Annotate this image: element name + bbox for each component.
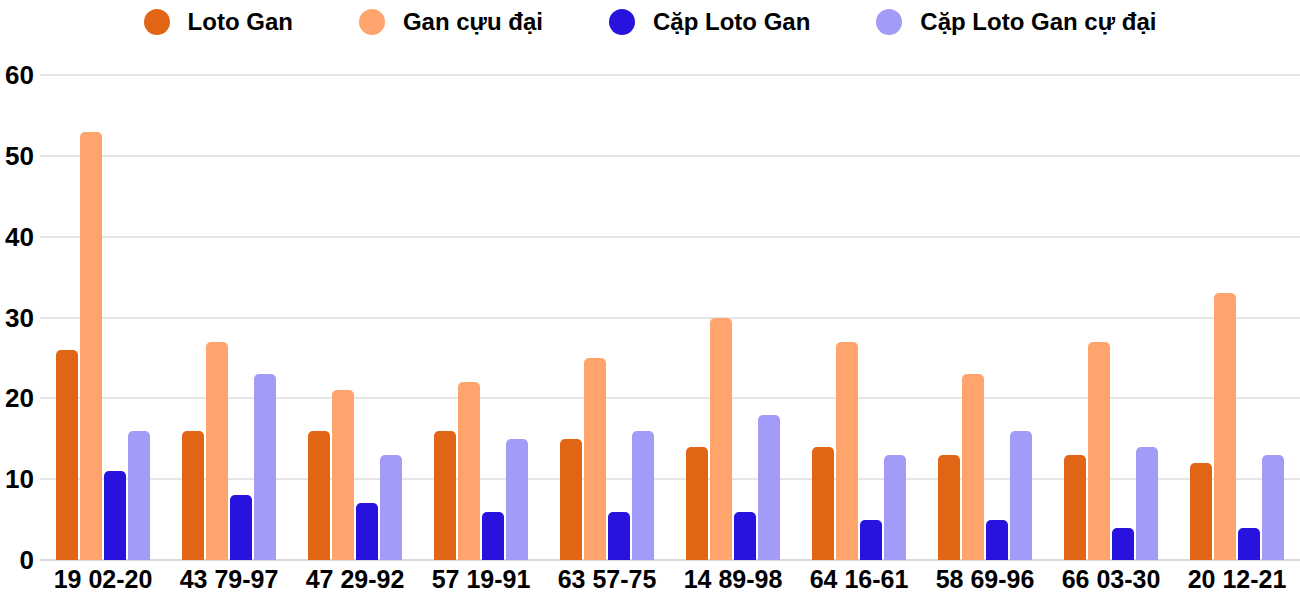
bar-group-2 <box>166 75 292 560</box>
y-tick-label: 0 <box>0 547 34 573</box>
bar-group-3 <box>292 75 418 560</box>
y-tick-label: 60 <box>0 62 34 88</box>
bar[interactable] <box>482 512 504 561</box>
bar[interactable] <box>632 431 654 560</box>
x-category-label: 47 29-92 <box>292 566 418 594</box>
bar[interactable] <box>56 350 78 560</box>
legend-item-4[interactable]: Cặp Loto Gan cự đại <box>876 8 1156 36</box>
bar[interactable] <box>836 342 858 560</box>
bar-group-7 <box>796 75 922 560</box>
bar[interactable] <box>230 495 252 560</box>
bar[interactable] <box>182 431 204 560</box>
bar[interactable] <box>758 415 780 561</box>
legend-swatch-circle-icon <box>609 9 635 35</box>
bar-group-10 <box>1174 75 1300 560</box>
bar[interactable] <box>986 520 1008 560</box>
x-category-label: 43 79-97 <box>166 566 292 594</box>
x-category-label: 20 12-21 <box>1174 566 1300 594</box>
bar[interactable] <box>710 318 732 561</box>
bar[interactable] <box>860 520 882 560</box>
bar[interactable] <box>1064 455 1086 560</box>
x-category-label: 64 16-61 <box>796 566 922 594</box>
bar-chart: Loto Gan Gan cựu đại Cặp Loto Gan Cặp Loto … <box>0 0 1300 600</box>
bar[interactable] <box>458 382 480 560</box>
legend-item-2[interactable]: Gan cựu đại <box>359 8 543 36</box>
bar[interactable] <box>308 431 330 560</box>
bar[interactable] <box>128 431 150 560</box>
bar[interactable] <box>380 455 402 560</box>
bar[interactable] <box>1010 431 1032 560</box>
bar[interactable] <box>686 447 708 560</box>
x-category-label: 66 03-30 <box>1048 566 1174 594</box>
legend-swatch-circle-icon <box>359 9 385 35</box>
y-axis: 0102030405060 <box>0 75 34 560</box>
bar[interactable] <box>1190 463 1212 560</box>
plot-area <box>40 75 1300 560</box>
x-axis: 19 02-2043 79-9747 29-9257 19-9163 57-75… <box>40 566 1300 594</box>
bar-group-6 <box>670 75 796 560</box>
y-tick-label: 20 <box>0 385 34 411</box>
bar[interactable] <box>608 512 630 561</box>
bar[interactable] <box>1262 455 1284 560</box>
bar[interactable] <box>962 374 984 560</box>
bar-group-4 <box>418 75 544 560</box>
x-category-label: 19 02-20 <box>40 566 166 594</box>
bar[interactable] <box>1112 528 1134 560</box>
bar[interactable] <box>560 439 582 560</box>
bar[interactable] <box>434 431 456 560</box>
bar[interactable] <box>1214 293 1236 560</box>
legend-label: Cặp Loto Gan <box>653 8 810 36</box>
x-category-label: 58 69-96 <box>922 566 1048 594</box>
y-tick-label: 10 <box>0 466 34 492</box>
y-tick-label: 30 <box>0 305 34 331</box>
bar[interactable] <box>1136 447 1158 560</box>
x-category-label: 14 89-98 <box>670 566 796 594</box>
bar[interactable] <box>1088 342 1110 560</box>
bar[interactable] <box>584 358 606 560</box>
bar[interactable] <box>812 447 834 560</box>
bar[interactable] <box>254 374 276 560</box>
legend-swatch-circle-icon <box>876 9 902 35</box>
bar-groups <box>40 75 1300 560</box>
bar[interactable] <box>332 390 354 560</box>
legend-label: Loto Gan <box>188 8 293 36</box>
bar[interactable] <box>356 503 378 560</box>
bar-group-5 <box>544 75 670 560</box>
legend-label: Cặp Loto Gan cự đại <box>920 8 1156 36</box>
bar[interactable] <box>884 455 906 560</box>
x-category-label: 57 19-91 <box>418 566 544 594</box>
chart-legend: Loto Gan Gan cựu đại Cặp Loto Gan Cặp Loto … <box>0 8 1300 36</box>
legend-swatch-circle-icon <box>144 9 170 35</box>
bar[interactable] <box>104 471 126 560</box>
y-tick-label: 50 <box>0 143 34 169</box>
legend-item-3[interactable]: Cặp Loto Gan <box>609 8 810 36</box>
bar[interactable] <box>80 132 102 560</box>
x-category-label: 63 57-75 <box>544 566 670 594</box>
bar[interactable] <box>506 439 528 560</box>
bar[interactable] <box>206 342 228 560</box>
bar-group-9 <box>1048 75 1174 560</box>
legend-label: Gan cựu đại <box>403 8 543 36</box>
legend-item-1[interactable]: Loto Gan <box>144 8 293 36</box>
y-tick-label: 40 <box>0 224 34 250</box>
bar-group-1 <box>40 75 166 560</box>
bar[interactable] <box>734 512 756 561</box>
bar[interactable] <box>1238 528 1260 560</box>
bar[interactable] <box>938 455 960 560</box>
bar-group-8 <box>922 75 1048 560</box>
